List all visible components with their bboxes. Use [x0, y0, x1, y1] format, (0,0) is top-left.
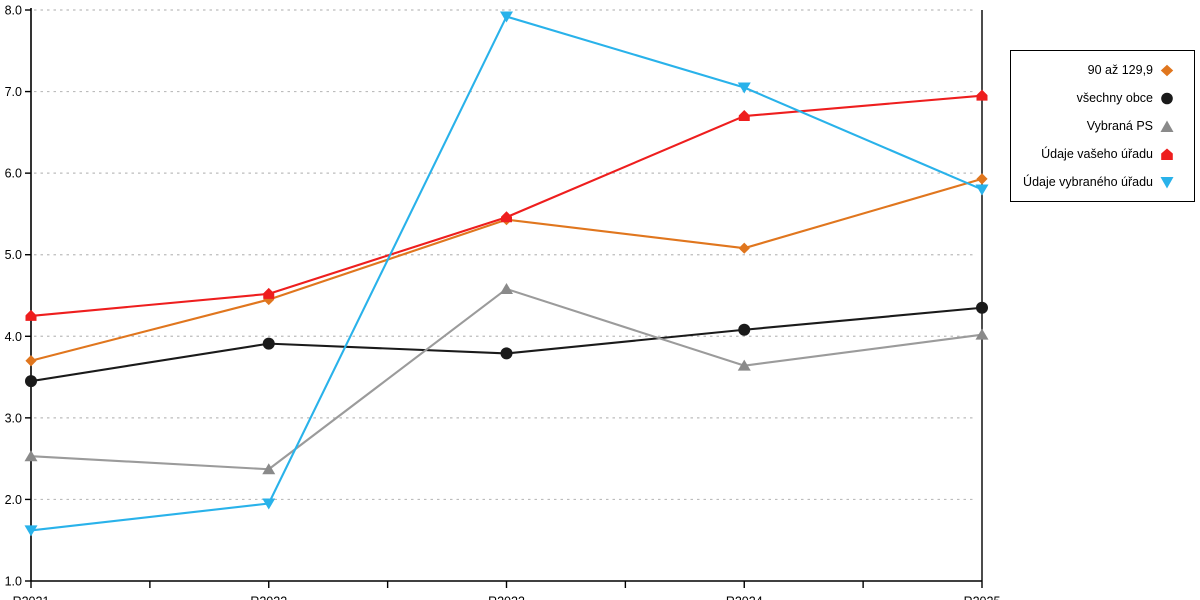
legend-item: Vybraná PS [1017, 119, 1174, 133]
legend-label: 90 až 129,9 [1087, 63, 1153, 77]
series-line [29, 15, 984, 532]
triangle-down-marker-icon [262, 498, 276, 510]
diamond-marker-icon [976, 173, 988, 185]
x-tick-label: R2024 [726, 595, 763, 600]
house-up-marker-icon [738, 110, 750, 122]
legend-label: všechny obce [1076, 91, 1153, 105]
y-tick-label: 3.0 [5, 411, 22, 425]
series-line [29, 306, 984, 383]
house-up-marker-icon [263, 287, 275, 299]
circle-marker-icon [500, 347, 513, 360]
x-tick-label: R2025 [964, 595, 1001, 600]
legend-label: Vybraná PS [1086, 119, 1153, 133]
house-up-marker-icon [25, 309, 37, 321]
y-tick-label: 7.0 [5, 85, 22, 99]
series-line [29, 177, 984, 362]
series-line [29, 287, 984, 471]
circle-marker-icon [1160, 92, 1174, 105]
legend-label: Údaje vybraného úřadu [1023, 175, 1153, 189]
triangle-up-marker-icon [975, 328, 989, 340]
house-up-marker-icon [1160, 148, 1174, 161]
y-tick-label: 2.0 [5, 493, 22, 507]
diamond-marker-icon [1160, 64, 1174, 77]
triangle-up-marker-icon [24, 450, 38, 462]
triangle-up-marker-icon [737, 359, 751, 371]
diamond-marker-icon [738, 242, 750, 254]
triangle-down-marker-icon [500, 11, 513, 23]
y-tick-label: 5.0 [5, 248, 22, 262]
x-tick-label: R2023 [488, 595, 525, 600]
triangle-up-marker-icon [1160, 120, 1174, 133]
y-tick-label: 6.0 [5, 167, 22, 181]
triangle-down-marker-icon [975, 184, 989, 196]
legend-item: všechny obce [1017, 91, 1174, 105]
legend-item: Údaje vašeho úřadu [1017, 147, 1174, 161]
legend-item: Údaje vybraného úřadu [1017, 175, 1174, 189]
x-tick-label: R2022 [250, 595, 287, 600]
circle-marker-icon [976, 301, 988, 314]
y-tick-label: 1.0 [5, 575, 22, 589]
circle-marker-icon [25, 375, 37, 388]
legend-box: 90 až 129,9 všechny obce Vybraná PS Údaje v… [1010, 50, 1195, 202]
x-tick-label: R2021 [13, 595, 50, 600]
house-up-marker-icon [976, 89, 988, 101]
circle-marker-icon [738, 323, 751, 336]
house-up-marker-icon [501, 211, 512, 223]
triangle-down-marker-icon [24, 525, 38, 537]
triangle-up-marker-icon [262, 463, 276, 475]
triangle-down-marker-icon [1160, 176, 1174, 189]
legend-item: 90 až 129,9 [1017, 63, 1174, 77]
y-tick-label: 8.0 [5, 4, 22, 18]
diamond-marker-icon [25, 355, 37, 367]
triangle-down-marker-icon [737, 82, 751, 94]
triangle-up-marker-icon [500, 282, 513, 294]
legend-label: Údaje vašeho úřadu [1041, 147, 1153, 161]
y-tick-label: 4.0 [5, 330, 22, 344]
circle-marker-icon [262, 337, 275, 350]
